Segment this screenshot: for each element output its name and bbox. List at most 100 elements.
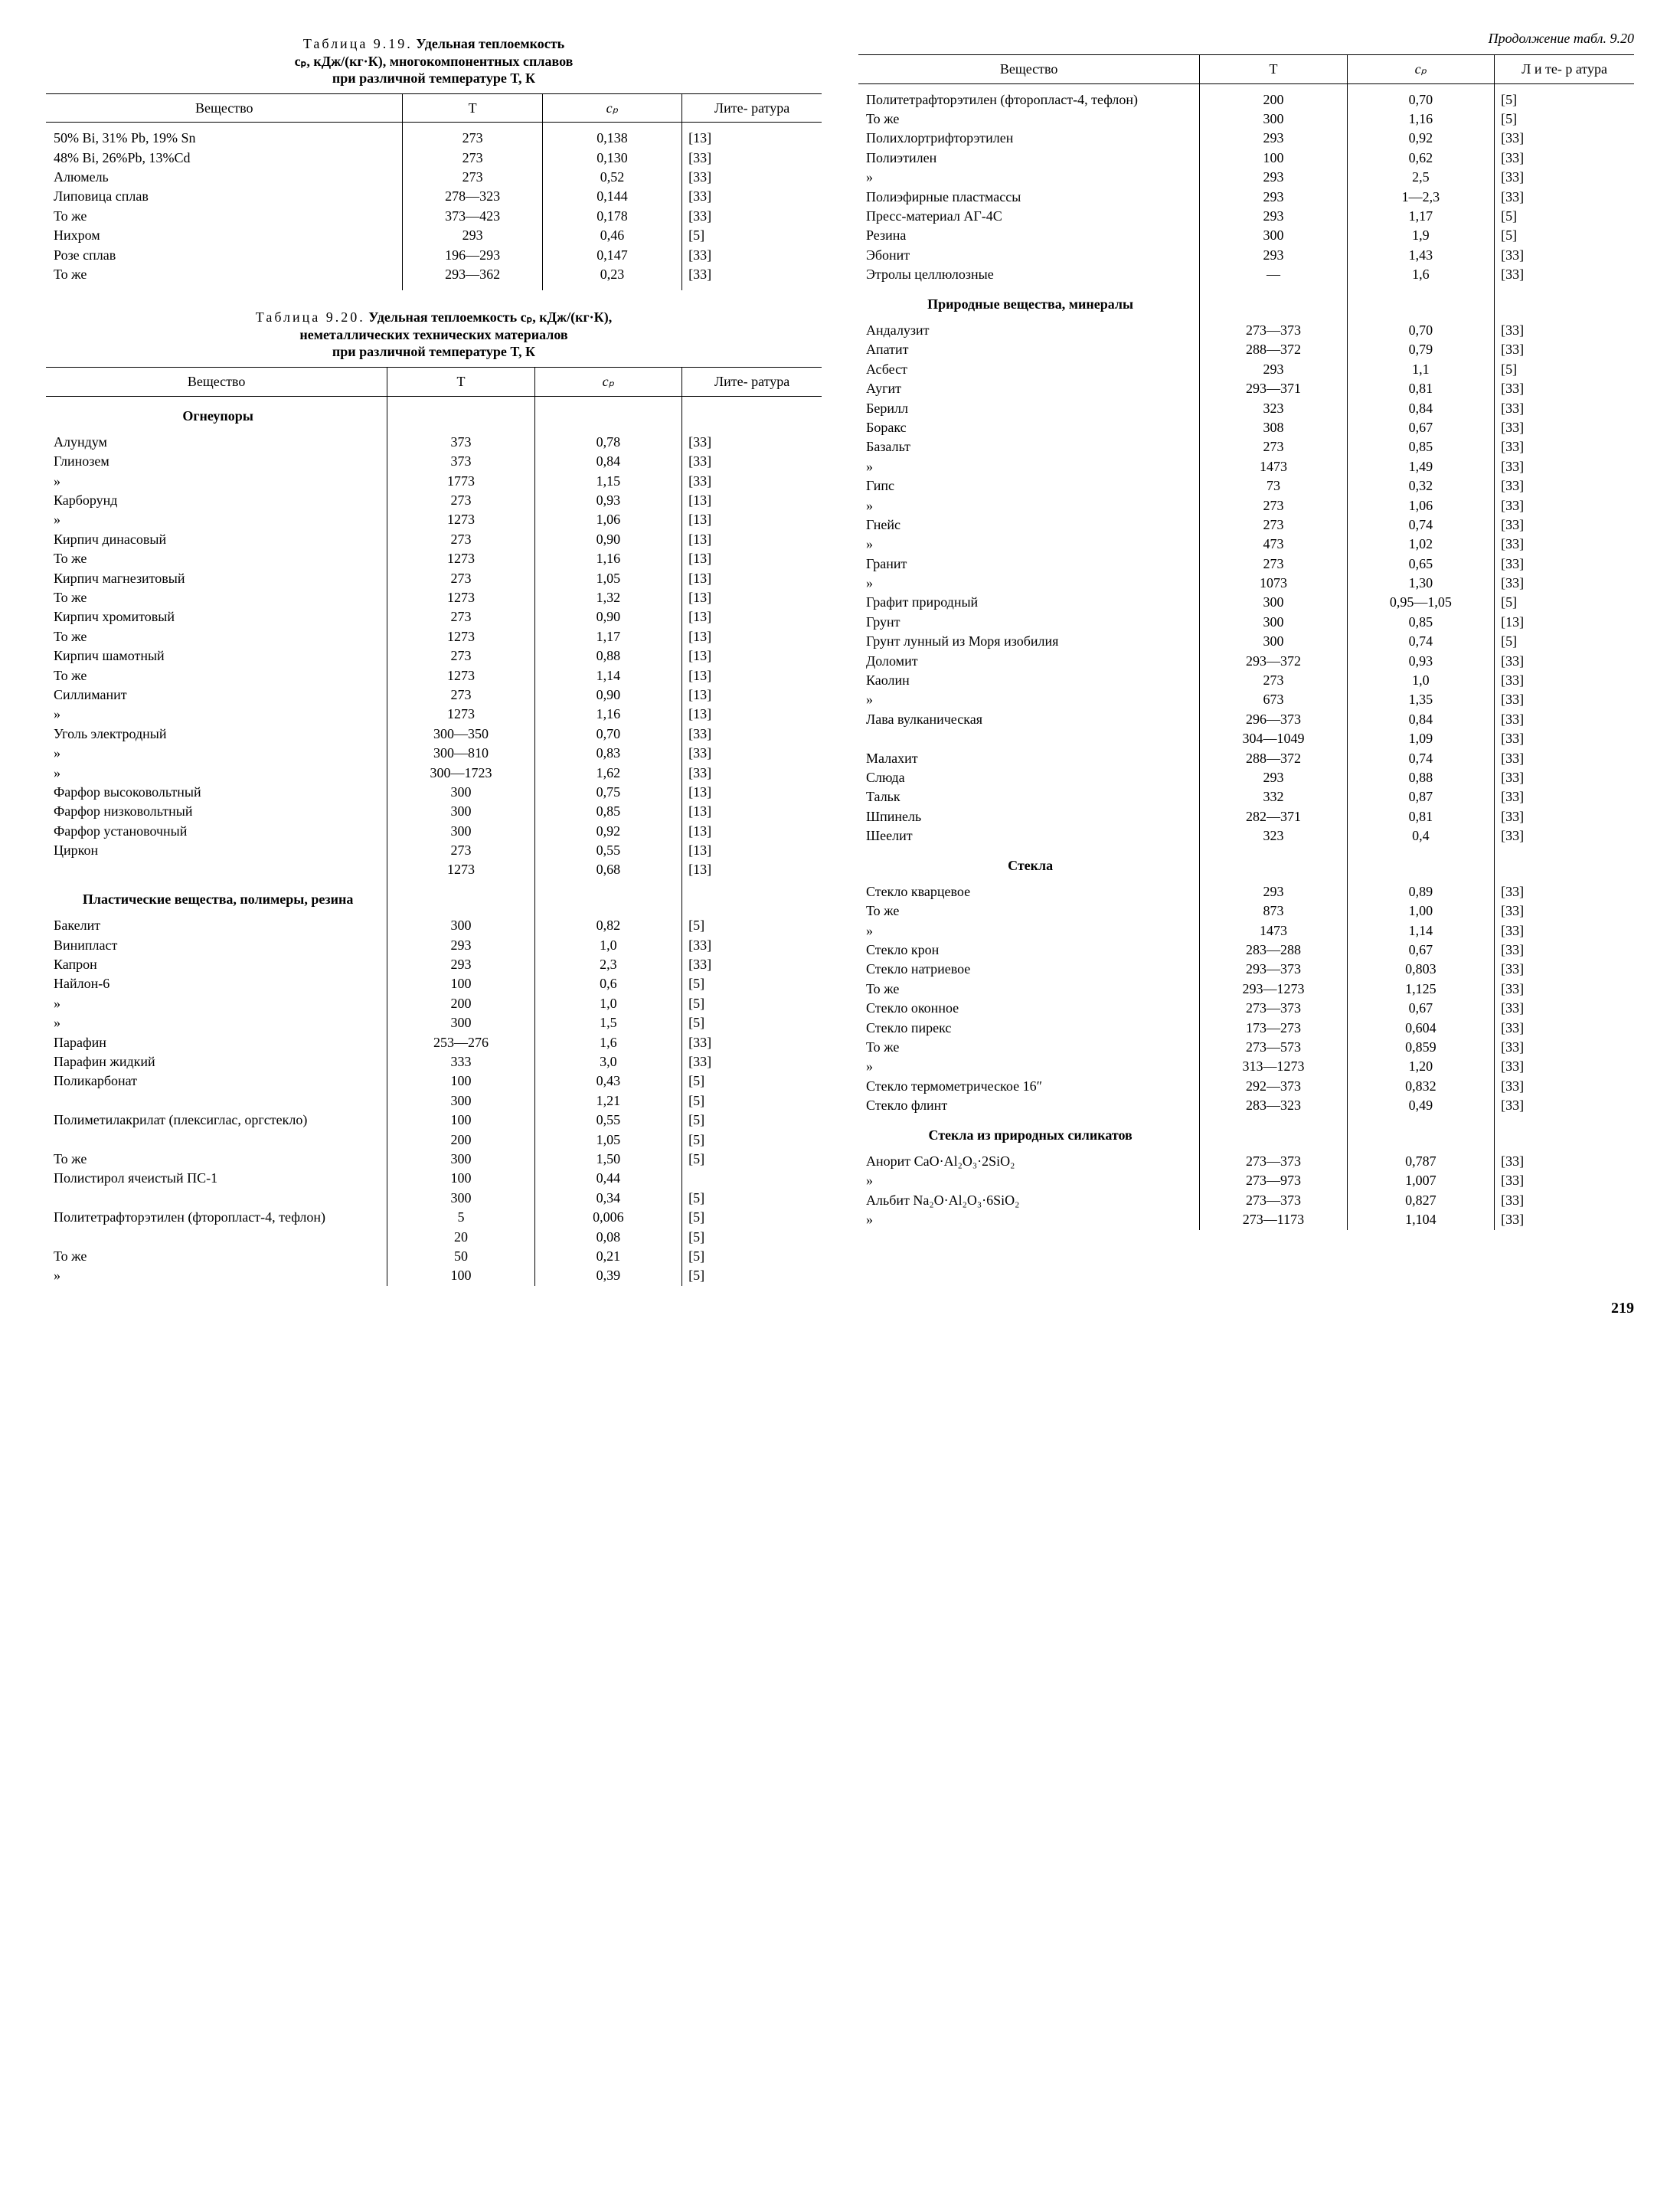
table-row: Тальк3320,87[33] <box>858 787 1634 806</box>
cell-substance: Малахит <box>858 749 1200 768</box>
table-row: Полиэфирные пластмассы2931—2,3[33] <box>858 188 1634 207</box>
cell-cp: 0,87 <box>1347 787 1494 806</box>
cell-t: 273 <box>387 646 534 666</box>
cell-ref: [33] <box>1495 787 1634 806</box>
cell-cp: 0,68 <box>534 860 681 879</box>
cell-cp: 0,81 <box>1347 807 1494 826</box>
cell-cp: 0,84 <box>1347 399 1494 418</box>
cell-substance: Каолин <box>858 671 1200 690</box>
cell-t: 288—372 <box>1200 749 1347 768</box>
cell-cp: 1,16 <box>1347 110 1494 129</box>
cell-ref: [33] <box>1495 652 1634 671</box>
caption-920-line3: при различной температуре T, К <box>332 344 535 359</box>
cell-t: 73 <box>1200 476 1347 496</box>
cell-cp: 0,93 <box>1347 652 1494 671</box>
cell-cp: 0,74 <box>1347 515 1494 535</box>
cell-ref: [5] <box>1495 593 1634 612</box>
cell-ref: [33] <box>682 207 822 226</box>
table-row: Глинозем3730,84[33] <box>46 452 822 471</box>
table-row: »6731,35[33] <box>858 690 1634 709</box>
cell-t: 288—372 <box>1200 340 1347 359</box>
section-row: Пластические вещества, полимеры, резина <box>46 880 822 916</box>
cell-ref: [33] <box>1495 710 1634 729</box>
cell-substance: Стекло термометрическое 16″ <box>858 1077 1200 1096</box>
cell-substance: » <box>46 472 387 491</box>
cell-substance: Доломит <box>858 652 1200 671</box>
cell-ref: [33] <box>1495 1210 1634 1229</box>
table-row: Политетрафторэтилен (фторопласт-4, тефло… <box>46 1208 822 1227</box>
cell-substance: 50% Bi, 31% Pb, 19% Sn <box>46 129 403 148</box>
cell-substance: Полиметилакрилат (плексиглас, оргстекло) <box>46 1111 387 1130</box>
cell-ref: [33] <box>1495 476 1634 496</box>
cell-cp: 0,32 <box>1347 476 1494 496</box>
cell-t: 300 <box>1200 110 1347 129</box>
table-row: 12730,68[13] <box>46 860 822 879</box>
cell-ref: [33] <box>682 452 822 471</box>
table-row: Базальт2730,85[33] <box>858 437 1634 456</box>
table-row: Алундум3730,78[33] <box>46 433 822 452</box>
cell-cp: 0,70 <box>1347 321 1494 340</box>
cell-substance: Уголь электродный <box>46 725 387 744</box>
cell-ref: [33] <box>1495 749 1634 768</box>
cell-substance: Андалузит <box>858 321 1200 340</box>
cell-t: 293 <box>1200 129 1347 148</box>
cell-t: 300 <box>387 802 534 821</box>
table-row: Этролы целлюлозные—1,6[33] <box>858 265 1634 284</box>
cell-substance: То же <box>46 1247 387 1266</box>
cell-t: 5 <box>387 1208 534 1227</box>
cell-ref: [33] <box>1495 921 1634 941</box>
cell-t: 1273 <box>387 588 534 607</box>
cell-ref: [5] <box>682 1208 822 1227</box>
cell-substance: Карборунд <box>46 491 387 510</box>
cell-substance: » <box>858 690 1200 709</box>
table-920-left: Вещество T cₚ Лите- ратура ОгнеупорыАлун… <box>46 367 822 1286</box>
table-row: Циркон2730,55[13] <box>46 841 822 860</box>
cell-cp: 1,9 <box>1347 226 1494 245</box>
cell-ref: [33] <box>1495 729 1634 748</box>
caption-prefix: Таблица 9.19. <box>303 36 413 51</box>
caption-rest-1: Удельная теплоемкость <box>416 36 564 51</box>
cell-ref: [13] <box>682 783 822 802</box>
cell-cp: 0,55 <box>534 1111 681 1130</box>
cell-ref: [33] <box>1495 265 1634 284</box>
cell-cp: 1,0 <box>1347 671 1494 690</box>
cell-substance: То же <box>858 1038 1200 1057</box>
cell-cp: 1,32 <box>534 588 681 607</box>
cell-substance: Резина <box>858 226 1200 245</box>
th-t: T <box>403 93 542 123</box>
cell-ref: [33] <box>1495 555 1634 574</box>
table-row: »2731,06[33] <box>858 496 1634 515</box>
cell-ref: [33] <box>1495 399 1634 418</box>
table-row: »4731,02[33] <box>858 535 1634 554</box>
cell-cp: 0,130 <box>542 149 681 168</box>
cell-cp: 0,67 <box>1347 999 1494 1018</box>
cell-ref: [33] <box>1495 149 1634 168</box>
cell-substance: » <box>46 1013 387 1032</box>
cell-substance: То же <box>46 588 387 607</box>
cell-t: 873 <box>1200 901 1347 921</box>
cell-substance: Шпинель <box>858 807 1200 826</box>
table-row: Анорит CaO·Al₂O₃·2SiO₂273—3730,787[33] <box>858 1152 1634 1171</box>
cell-t: 293 <box>1200 168 1347 187</box>
cell-cp: 0,604 <box>1347 1019 1494 1038</box>
cell-ref: [13] <box>682 705 822 724</box>
cell-ref: [33] <box>1495 960 1634 979</box>
table-row: »14731,14[33] <box>858 921 1634 941</box>
cell-substance: Винипласт <box>46 936 387 955</box>
cell-t: 273—573 <box>1200 1038 1347 1057</box>
cell-ref: [5] <box>682 1247 822 1266</box>
cell-substance: Полиэтилен <box>858 149 1200 168</box>
cell-substance: То же <box>858 980 1200 999</box>
th-t-920: T <box>387 367 534 396</box>
cell-cp: 1,16 <box>534 705 681 724</box>
cell-substance: » <box>858 1171 1200 1190</box>
cell-substance <box>46 1228 387 1247</box>
table-row: »2001,0[5] <box>46 994 822 1013</box>
cell-ref: [33] <box>1495 1057 1634 1076</box>
cell-substance <box>46 860 387 879</box>
cell-ref: [13] <box>682 549 822 568</box>
table-row: Полистирол ячеистый ПС-11000,44 <box>46 1169 822 1188</box>
cell-t: 473 <box>1200 535 1347 554</box>
cell-cp: 1,49 <box>1347 457 1494 476</box>
cell-ref: [13] <box>682 685 822 705</box>
